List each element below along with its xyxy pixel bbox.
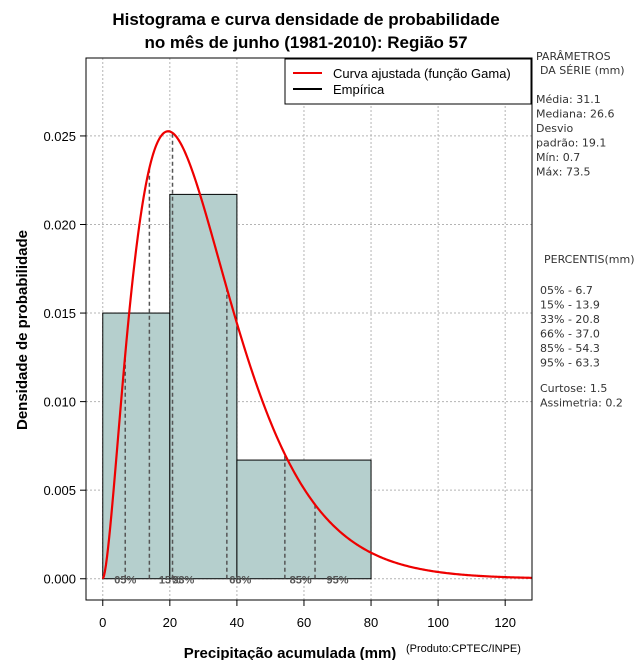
percentile-lines: 05% 15%33% 66% 85% 95% <box>114 132 349 587</box>
histogram-bar-0 <box>102 312 171 580</box>
y-tick-label-5: 0.025 <box>43 129 76 144</box>
x-tick-label-5: 100 <box>427 615 449 630</box>
y-axis: 0.000 0.005 0.010 0.015 0.020 0.025 <box>43 129 86 587</box>
y-tick-label-3: 0.015 <box>43 306 76 321</box>
side-panel: PARÂMETROS DA SÉRIE (mm) Média: 31.1 Medi… <box>536 50 635 410</box>
x-tick-label-3: 60 <box>297 615 311 630</box>
percentis-header: PERCENTIS(mm) <box>544 253 635 266</box>
param-line-1: Mediana: 26.6 <box>536 108 614 121</box>
param-line-3: padrão: 19.1 <box>536 137 606 150</box>
histogram-bar-2 <box>236 459 372 580</box>
legend-box <box>284 58 532 105</box>
percentis-list: 05% - 6.7 15% - 13.933% - 20.8 66% - 37.08… <box>540 284 600 370</box>
x-axis: 0 20 40 60 80 100 120 <box>99 600 516 630</box>
x-tick-label-1: 20 <box>163 615 177 630</box>
histogram-bars <box>102 193 372 580</box>
percentil-line-1: 15% - 13.9 <box>540 299 600 312</box>
y-tick-label-4: 0.020 <box>43 217 76 232</box>
param-line-0: Média: 31.1 <box>536 93 601 106</box>
percentile-label-4: 85% <box>290 575 312 587</box>
percentil-line-5: 95% - 63.3 <box>540 357 600 370</box>
y-axis-title: Densidade de probabilidade <box>14 230 31 430</box>
x-tick-label-6: 120 <box>494 615 516 630</box>
percentile-label-5: 95% <box>326 575 348 587</box>
legend-label-fitted: Curva ajustada (função Gama) <box>333 66 511 81</box>
percentil-line-4: 85% - 54.3 <box>540 342 600 355</box>
stat-line-1: Assimetria: 0.2 <box>540 397 623 410</box>
legend: Curva ajustada (função Gama) Empírica <box>284 58 532 105</box>
x-tick-label-2: 40 <box>230 615 244 630</box>
param-line-2: Desvio <box>536 122 574 135</box>
y-tick-label-2: 0.010 <box>43 395 76 410</box>
percentil-line-0: 05% - 6.7 <box>540 284 593 297</box>
chart-title-line-1: Histograma e curva densidade de probabil… <box>112 10 499 29</box>
x-tick-label-0: 0 <box>99 615 106 630</box>
fitted-curve-line <box>101 130 533 580</box>
param-line-4: Mín: 0.7 <box>536 151 580 164</box>
histogram-bar-1 <box>169 193 238 580</box>
product-credit: (Produto:CPTEC/INPE) <box>406 643 521 655</box>
percentile-label-0: 05% <box>114 575 136 587</box>
chart-title-line-2: no mês de junho (1981-2010): Região 57 <box>144 33 467 52</box>
fitted-curve <box>101 130 533 580</box>
y-tick-label-1: 0.005 <box>43 483 76 498</box>
percentile-label-1: 15% <box>159 575 181 587</box>
params-header-line-2: DA SÉRIE (mm) <box>540 64 625 77</box>
param-line-5: Máx: 73.5 <box>536 166 590 179</box>
percentil-line-3: 66% - 37.0 <box>540 328 600 341</box>
stats-list: Curtose: 1.5 Assimetria: 0.2 <box>540 382 623 410</box>
x-tick-label-4: 80 <box>364 615 378 630</box>
x-axis-title: Precipitação acumulada (mm) <box>184 645 397 660</box>
percentile-label-2: 33% <box>172 575 194 587</box>
legend-label-empirical: Empírica <box>333 82 385 97</box>
percentil-line-2: 33% - 20.8 <box>540 313 600 326</box>
y-tick-label-0: 0.000 <box>43 572 76 587</box>
stat-line-0: Curtose: 1.5 <box>540 382 607 395</box>
percentile-label-3: 66% <box>229 575 251 587</box>
plot-frame <box>85 57 533 601</box>
params-header-line-1: PARÂMETROS <box>536 50 611 63</box>
